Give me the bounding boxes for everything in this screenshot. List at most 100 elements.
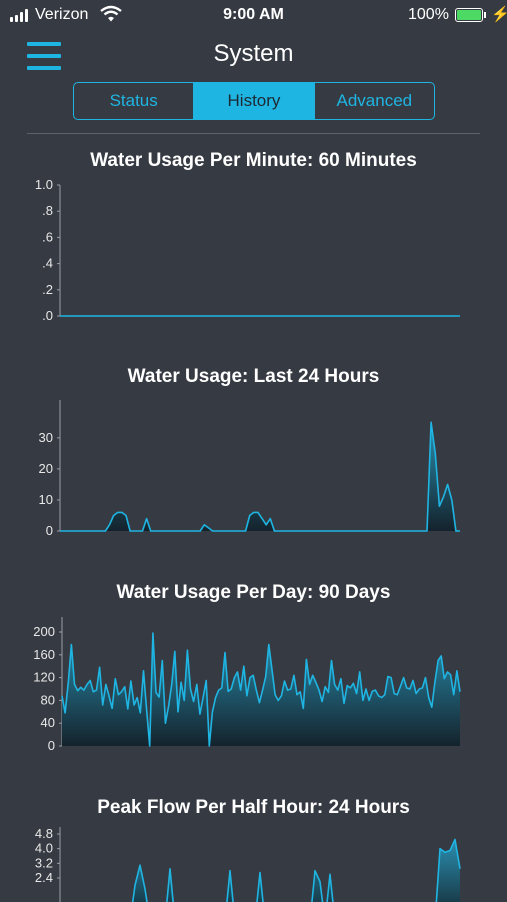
data-point bbox=[193, 701, 195, 703]
data-point bbox=[439, 505, 441, 507]
data-point bbox=[202, 315, 204, 317]
data-point bbox=[270, 518, 272, 520]
data-point bbox=[419, 688, 421, 690]
data-point bbox=[158, 530, 160, 532]
data-point bbox=[362, 700, 364, 702]
data-point bbox=[364, 315, 366, 317]
data-point bbox=[340, 678, 342, 680]
data-point bbox=[73, 315, 75, 317]
data-point bbox=[127, 315, 129, 317]
data-point bbox=[257, 512, 259, 514]
data-point bbox=[158, 696, 160, 698]
header-divider bbox=[27, 133, 480, 134]
data-point bbox=[346, 685, 348, 687]
data-point bbox=[155, 692, 157, 694]
chart-title-peak-flow: Peak Flow Per Half Hour: 24 Hours bbox=[0, 797, 507, 819]
data-point bbox=[242, 315, 244, 317]
data-point bbox=[146, 518, 148, 520]
data-point bbox=[67, 530, 69, 532]
tab-history[interactable]: History bbox=[193, 83, 313, 119]
data-point bbox=[100, 315, 102, 317]
data-point bbox=[434, 681, 436, 683]
data-point bbox=[177, 711, 179, 713]
data-point bbox=[130, 680, 132, 682]
data-point bbox=[412, 680, 414, 682]
tab-status[interactable]: Status bbox=[74, 83, 193, 119]
data-point bbox=[329, 874, 331, 876]
y-tick-label: 80 bbox=[41, 692, 55, 707]
charging-icon: ⚡ bbox=[491, 5, 507, 23]
data-point bbox=[312, 675, 314, 677]
tab-advanced[interactable]: Advanced bbox=[314, 83, 434, 119]
data-point bbox=[139, 864, 141, 866]
data-point bbox=[331, 660, 333, 662]
data-point bbox=[147, 315, 149, 317]
data-point bbox=[229, 315, 231, 317]
data-point bbox=[393, 693, 395, 695]
data-point bbox=[181, 315, 183, 317]
data-point bbox=[121, 512, 123, 514]
data-point bbox=[125, 515, 127, 517]
data-point bbox=[290, 688, 292, 690]
data-point bbox=[303, 315, 305, 317]
data-point bbox=[221, 687, 223, 689]
y-tick-label: .6 bbox=[42, 229, 53, 244]
data-point bbox=[309, 684, 311, 686]
data-point bbox=[274, 530, 276, 532]
data-point bbox=[188, 315, 190, 317]
data-point bbox=[205, 680, 207, 682]
data-point bbox=[96, 530, 98, 532]
data-point bbox=[149, 745, 151, 747]
data-point bbox=[353, 683, 355, 685]
data-point bbox=[77, 690, 79, 692]
battery-icon bbox=[455, 8, 483, 22]
y-tick-label: 4.0 bbox=[35, 841, 53, 856]
data-point bbox=[84, 530, 86, 532]
data-point bbox=[446, 315, 448, 317]
y-tick-label: 30 bbox=[39, 430, 53, 445]
data-point bbox=[282, 530, 284, 532]
data-point bbox=[381, 530, 383, 532]
data-point bbox=[166, 530, 168, 532]
data-point bbox=[220, 530, 222, 532]
data-point bbox=[133, 530, 135, 532]
data-point bbox=[444, 678, 446, 680]
data-point bbox=[113, 315, 115, 317]
data-point bbox=[246, 695, 248, 697]
data-point bbox=[113, 515, 115, 517]
data-point bbox=[144, 888, 146, 890]
data-point bbox=[142, 530, 144, 532]
y-tick-label: 10 bbox=[39, 492, 53, 507]
data-point bbox=[154, 530, 156, 532]
data-point bbox=[402, 530, 404, 532]
data-point bbox=[168, 315, 170, 317]
y-tick-label: 40 bbox=[41, 715, 55, 730]
data-point bbox=[274, 694, 276, 696]
data-point bbox=[384, 694, 386, 696]
data-point bbox=[204, 524, 206, 526]
data-point bbox=[171, 684, 173, 686]
data-point bbox=[330, 315, 332, 317]
data-point bbox=[439, 848, 441, 850]
data-point bbox=[74, 684, 76, 686]
data-point bbox=[321, 701, 323, 703]
data-point bbox=[96, 689, 98, 691]
data-point bbox=[356, 530, 358, 532]
data-point bbox=[406, 530, 408, 532]
data-point bbox=[152, 632, 154, 634]
data-point bbox=[93, 315, 95, 317]
data-point bbox=[162, 530, 164, 532]
data-point bbox=[369, 530, 371, 532]
data-point bbox=[415, 693, 417, 695]
data-point bbox=[245, 530, 247, 532]
data-point bbox=[311, 530, 313, 532]
data-point bbox=[227, 691, 229, 693]
data-point bbox=[378, 315, 380, 317]
data-point bbox=[409, 688, 411, 690]
data-point bbox=[303, 530, 305, 532]
data-point bbox=[447, 484, 449, 486]
data-point bbox=[343, 703, 345, 705]
y-tick-label: .4 bbox=[42, 256, 53, 271]
data-point bbox=[328, 692, 330, 694]
data-point bbox=[252, 675, 254, 677]
